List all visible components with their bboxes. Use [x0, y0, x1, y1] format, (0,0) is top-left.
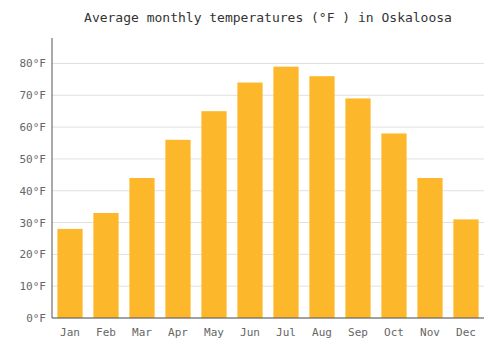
y-tick-label: 60°F	[20, 121, 47, 134]
y-tick-label: 10°F	[20, 280, 47, 293]
chart-title: Average monthly temperatures (°F ) in Os…	[84, 10, 452, 25]
y-tick-label: 20°F	[20, 248, 47, 261]
x-tick-label: Feb	[96, 326, 116, 339]
x-tick-label: Dec	[456, 326, 476, 339]
grid-line	[52, 63, 484, 64]
bar	[273, 67, 298, 318]
grid-line	[52, 318, 484, 319]
y-tick-label: 40°F	[20, 185, 47, 198]
bar	[129, 178, 154, 318]
bar	[417, 178, 442, 318]
x-tick-label: Aug	[312, 326, 332, 339]
grid-line	[52, 127, 484, 128]
bar	[237, 83, 262, 318]
x-axis-line	[52, 318, 484, 319]
y-axis-line	[52, 38, 53, 318]
x-tick-label: Jul	[276, 326, 296, 339]
chart-svg: Average monthly temperatures (°F ) in Os…	[0, 0, 500, 350]
x-tick-label: May	[204, 326, 224, 339]
x-tick-label: Mar	[132, 326, 152, 339]
y-tick-label: 30°F	[20, 217, 47, 230]
bar	[93, 213, 118, 318]
y-tick-label: 50°F	[20, 153, 47, 166]
bar	[57, 229, 82, 318]
y-tick-label: 80°F	[20, 57, 47, 70]
x-tick-label: Apr	[168, 326, 188, 339]
x-tick-label: Sep	[348, 326, 368, 339]
bar	[309, 76, 334, 318]
y-tick-label: 70°F	[20, 89, 47, 102]
x-tick-label: Jun	[240, 326, 260, 339]
chart-container: Average monthly temperatures (°F ) in Os…	[0, 0, 500, 350]
y-tick-label: 0°F	[26, 312, 46, 325]
grid	[52, 63, 484, 318]
bars	[57, 67, 478, 318]
bar	[345, 98, 370, 318]
bar	[165, 140, 190, 318]
bar	[453, 219, 478, 318]
grid-line	[52, 158, 484, 159]
grid-line	[52, 95, 484, 96]
x-tick-label: Jan	[60, 326, 80, 339]
bar	[201, 111, 226, 318]
x-tick-label: Nov	[420, 326, 440, 339]
bar	[381, 133, 406, 318]
x-tick-label: Oct	[384, 326, 404, 339]
